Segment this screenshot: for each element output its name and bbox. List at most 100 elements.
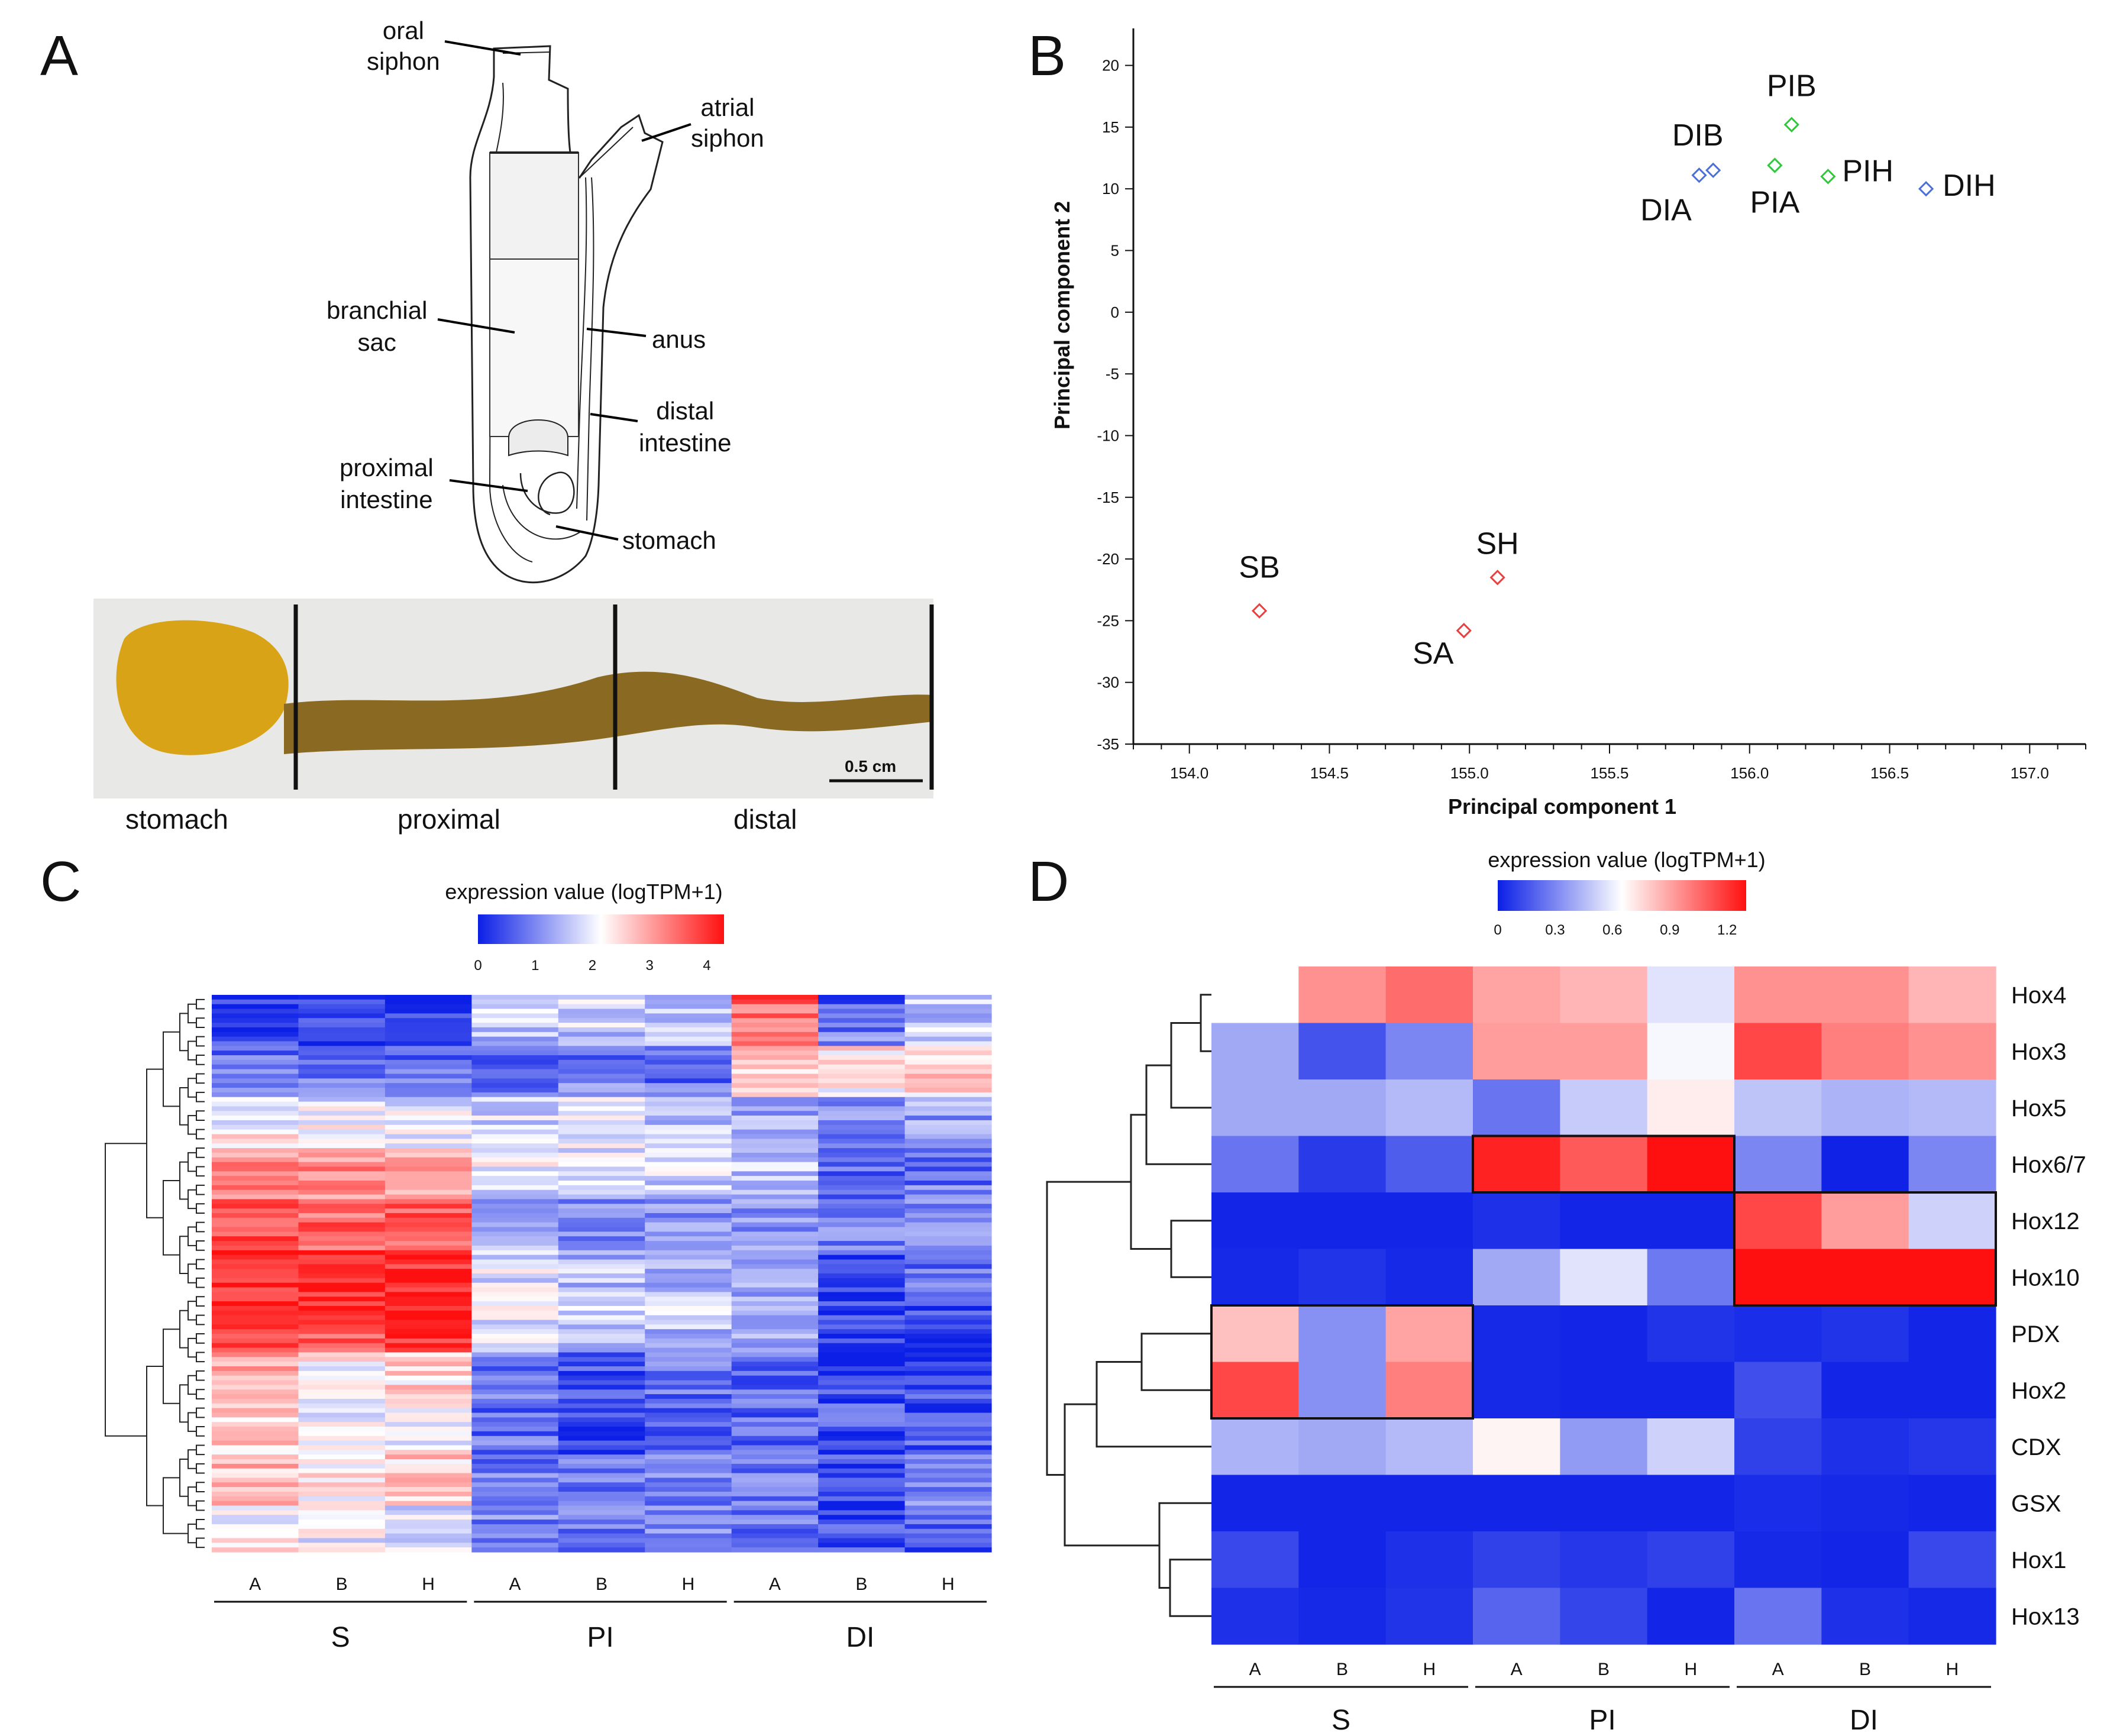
heatmap-c-dendro-branch bbox=[188, 1003, 196, 1024]
heatmap-c-cell bbox=[731, 1008, 819, 1014]
heatmap-c-cell bbox=[212, 1046, 299, 1051]
heatmap-c-cell bbox=[212, 1050, 299, 1056]
heatmap-c-cell bbox=[645, 1436, 732, 1441]
heatmap-c-cell bbox=[384, 999, 472, 1005]
heatmap-c-dendro-branch bbox=[196, 1091, 205, 1103]
heatmap-c-cell bbox=[212, 1320, 299, 1325]
heatmap-c-cell bbox=[471, 1305, 559, 1311]
heatmap-c-cell bbox=[731, 1162, 819, 1168]
heatmap-c-cell bbox=[645, 1324, 732, 1330]
heatmap-c-cell bbox=[471, 1463, 559, 1469]
heatmap-c-dendro-branch bbox=[179, 1384, 188, 1423]
heatmap-c-cell bbox=[731, 1139, 819, 1144]
heatmap-c-cell bbox=[818, 1088, 906, 1093]
heatmap-c-cell bbox=[471, 1078, 559, 1084]
heatmap-c-cell bbox=[298, 1543, 386, 1548]
heatmap-c-cell bbox=[645, 1046, 732, 1051]
heatmap-c-cell bbox=[558, 1222, 645, 1228]
heatmap-c-cell bbox=[904, 1041, 992, 1046]
heatmap-c-cell bbox=[558, 1287, 645, 1292]
heatmap-c-cell bbox=[731, 1204, 819, 1209]
heatmap-c-cell bbox=[471, 1412, 559, 1418]
heatmap-c-color-scale bbox=[478, 914, 724, 944]
heatmap-c-cell bbox=[298, 1041, 386, 1046]
heatmap-d-cell bbox=[1473, 966, 1560, 1024]
heatmap-c-cell bbox=[645, 1427, 732, 1432]
heatmap-c-cell bbox=[212, 1524, 299, 1530]
heatmap-c-cell bbox=[471, 1491, 559, 1497]
heatmap-c-cell bbox=[558, 1305, 645, 1311]
heatmap-c-cell bbox=[645, 1366, 732, 1372]
heatmap-c-cell bbox=[645, 1412, 732, 1418]
heatmap-c-cell bbox=[298, 1046, 386, 1051]
heatmap-c-cell bbox=[645, 1496, 732, 1502]
heatmap-c-cell bbox=[558, 1152, 645, 1158]
heatmap-c-cell bbox=[558, 1408, 645, 1414]
heatmap-c-cell bbox=[212, 1018, 299, 1023]
heatmap-c-cell bbox=[384, 1478, 472, 1483]
heatmap-c-cell bbox=[471, 1152, 559, 1158]
heatmap-c-cell bbox=[384, 1064, 472, 1070]
heatmap-c-cell bbox=[384, 1269, 472, 1274]
heatmap-d-gene-label: GSX bbox=[2011, 1491, 2061, 1517]
heatmap-c-cell bbox=[471, 1417, 559, 1423]
heatmap-c-cell bbox=[731, 1050, 819, 1056]
heatmap-c-cell bbox=[471, 1092, 559, 1098]
heatmap-c-cell bbox=[384, 1236, 472, 1242]
heatmap-c-cell bbox=[298, 999, 386, 1005]
heatmap-d-cell bbox=[1473, 1249, 1560, 1306]
heatmap-c-cell bbox=[212, 1217, 299, 1223]
heatmap-c-cell bbox=[384, 1394, 472, 1399]
heatmap-c-cell bbox=[471, 1227, 559, 1232]
heatmap-c-cell bbox=[645, 1185, 732, 1191]
heatmap-c-cell bbox=[904, 1357, 992, 1362]
heatmap-c-cell bbox=[298, 1301, 386, 1307]
heatmap-c-cell bbox=[904, 1166, 992, 1172]
heatmap-c-cell bbox=[904, 1278, 992, 1284]
heatmap-c-cell bbox=[471, 1528, 559, 1534]
heatmap-c-cell bbox=[471, 1157, 559, 1163]
heatmap-c-cell bbox=[731, 1380, 819, 1385]
heatmap-c-cell bbox=[384, 1305, 472, 1311]
heatmap-c-cell bbox=[212, 1222, 299, 1228]
heatmap-c-cell bbox=[731, 1282, 819, 1288]
pca-point-pia bbox=[1767, 157, 1783, 173]
heatmap-c-cell bbox=[212, 1417, 299, 1423]
heatmap-c-cell bbox=[818, 1510, 906, 1515]
heatmap-c-dendro-branch bbox=[179, 1310, 188, 1349]
heatmap-c-cell bbox=[384, 995, 472, 1000]
heatmap-c-cell bbox=[384, 1217, 472, 1223]
heatmap-d-sample-label: A bbox=[1772, 1660, 1784, 1679]
heatmap-c-dendro-branch bbox=[188, 1078, 196, 1098]
heatmap-c-cell bbox=[298, 1171, 386, 1176]
heatmap-c-cell bbox=[731, 1101, 819, 1107]
heatmap-c-cell bbox=[384, 1515, 472, 1520]
heatmap-c-cell bbox=[645, 1213, 732, 1218]
heatmap-d-cell bbox=[1560, 1305, 1648, 1363]
heatmap-c-cell bbox=[645, 995, 732, 1000]
heatmap-c-cell bbox=[384, 1427, 472, 1432]
heatmap-c-cell bbox=[818, 1375, 906, 1381]
heatmap-c-cell bbox=[645, 1023, 732, 1028]
heatmap-c-cell bbox=[818, 1320, 906, 1325]
heatmap-c-cell bbox=[212, 1088, 299, 1093]
heatmap-c-cell bbox=[645, 1301, 732, 1307]
heatmap-c-cell bbox=[471, 1055, 559, 1061]
heatmap-c-cell bbox=[645, 1088, 732, 1093]
panel-letter-d: D bbox=[1028, 850, 1069, 913]
heatmap-c-cell bbox=[384, 1347, 472, 1353]
heatmap-c-cell bbox=[558, 1282, 645, 1288]
heatmap-c-cell bbox=[645, 1199, 732, 1204]
heatmap-c-dendro-branch bbox=[179, 1013, 188, 1052]
heatmap-c-cell bbox=[471, 1134, 559, 1139]
heatmap-c-cell bbox=[645, 1231, 732, 1237]
heatmap-c-cell bbox=[904, 1088, 992, 1093]
heatmap-c-cell bbox=[904, 1083, 992, 1088]
heatmap-c-cell bbox=[212, 1069, 299, 1075]
heatmap-c-cell bbox=[818, 1264, 906, 1269]
heatmap-c-cell bbox=[212, 1454, 299, 1460]
heatmap-c-cell bbox=[384, 1292, 472, 1297]
heatmap-c-cell bbox=[904, 1055, 992, 1061]
heatmap-c-cell bbox=[645, 1055, 732, 1061]
heatmap-d-cell bbox=[1298, 1136, 1387, 1193]
